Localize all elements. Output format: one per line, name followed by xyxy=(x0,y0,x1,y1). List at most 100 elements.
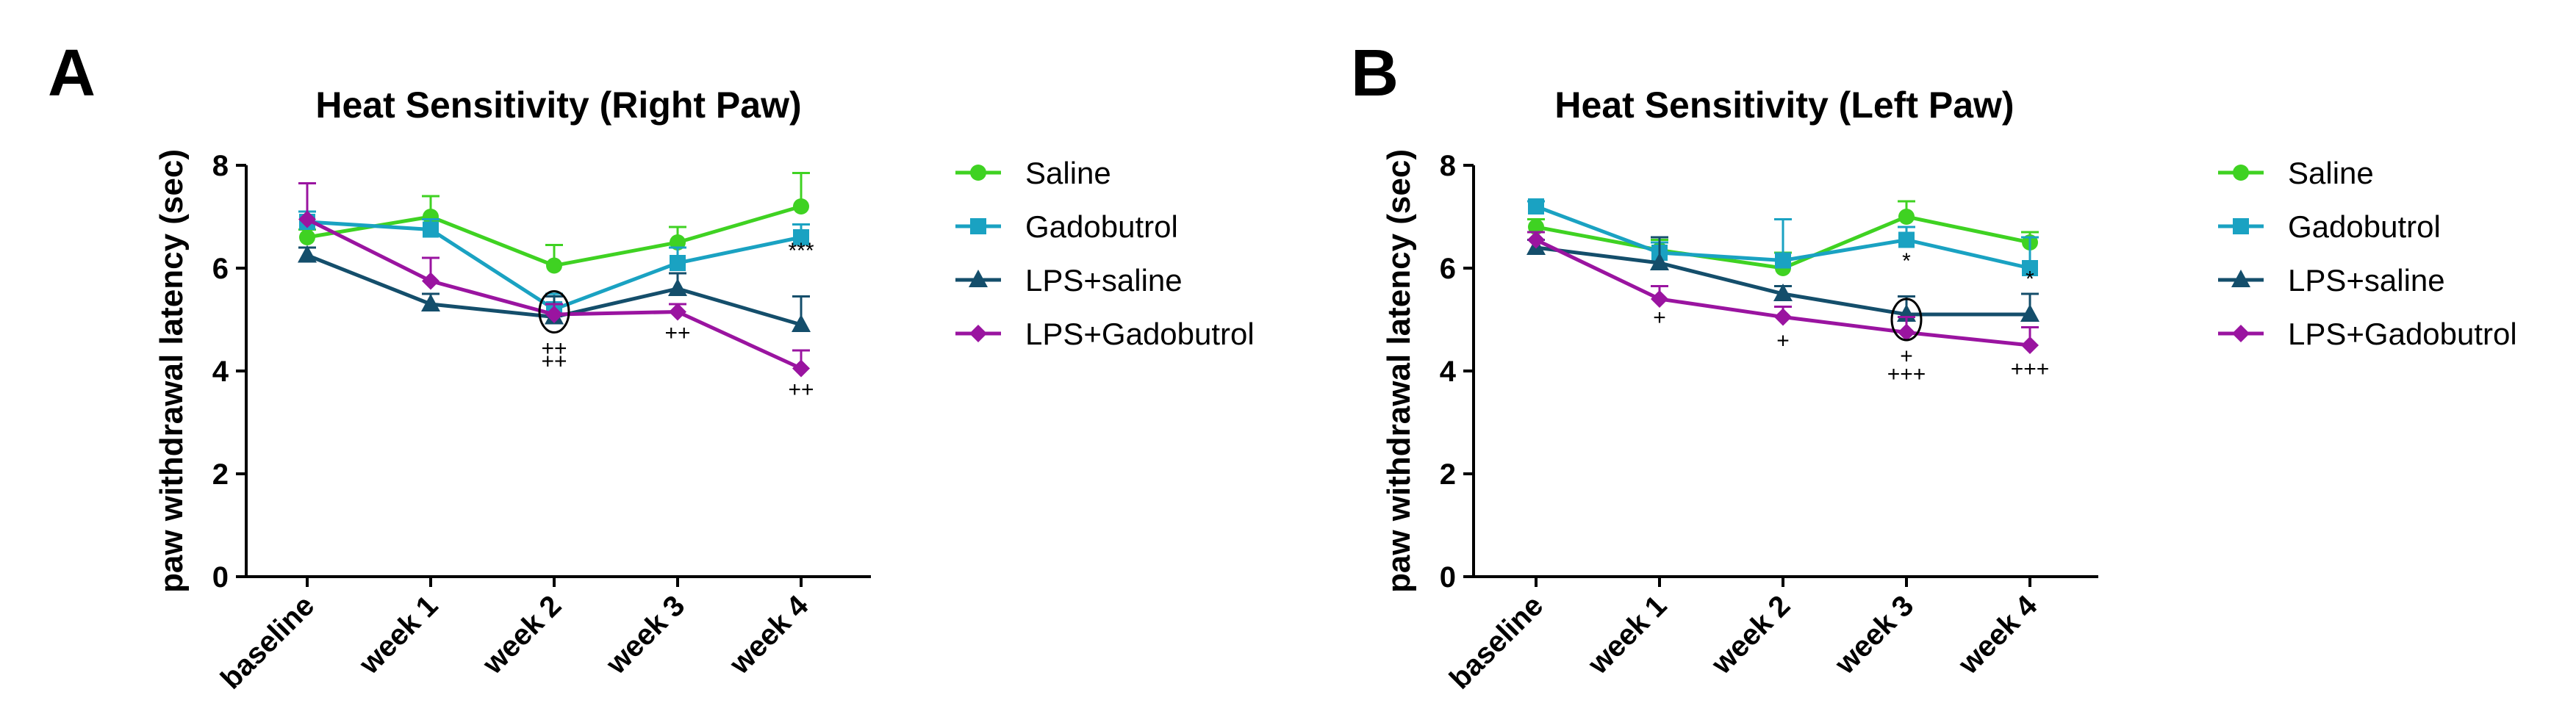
chart-title: Heat Sensitivity (Right Paw) xyxy=(315,84,801,126)
x-tick-label: baseline xyxy=(215,589,320,695)
legend-label: LPS+Gadobutrol xyxy=(2288,317,2517,351)
y-axis-label: paw withdrawal latency (sec) xyxy=(1381,149,1417,593)
data-point xyxy=(421,294,440,311)
data-point xyxy=(1651,290,1668,308)
data-point xyxy=(545,306,563,323)
data-point xyxy=(792,314,811,332)
data-point xyxy=(1774,308,1792,326)
significance-annotation: + xyxy=(1776,329,1790,353)
panel-label: B xyxy=(1351,37,1399,110)
data-point xyxy=(1898,323,1915,342)
x-tick-label: week 4 xyxy=(723,589,815,681)
legend-marker xyxy=(2232,325,2250,342)
chart-panel-a: A Heat Sensitivity (Right Paw) paw withdra… xyxy=(48,37,1255,696)
data-point xyxy=(298,210,316,228)
legend-label: Saline xyxy=(2288,156,2374,190)
data-point xyxy=(298,245,317,263)
legend-marker xyxy=(970,165,986,181)
data-point xyxy=(793,198,809,215)
legend-item: LPS+saline xyxy=(2218,263,2445,298)
legend-label: Saline xyxy=(1025,156,1111,190)
x-tick-label: baseline xyxy=(1443,589,1549,695)
x-tick-label: week 1 xyxy=(1582,589,1673,681)
series-gadobutrol xyxy=(1527,198,2039,276)
significance-annotation: ++ xyxy=(664,321,690,345)
significance-annotation: + xyxy=(1900,345,1913,369)
x-tick-label: week 1 xyxy=(353,589,445,681)
legend-marker xyxy=(2231,270,2250,287)
y-tick-label: 6 xyxy=(1440,253,1456,285)
significance-annotation: +++ xyxy=(2011,357,2050,381)
y-tick-label: 2 xyxy=(212,458,229,491)
series-saline xyxy=(298,172,810,274)
legend-marker xyxy=(2233,218,2249,234)
legend-label: Gadobutrol xyxy=(2288,209,2441,244)
data-point xyxy=(1527,231,1545,249)
significance-annotation: ++ xyxy=(788,378,814,402)
legend-label: LPS+saline xyxy=(2288,263,2445,298)
x-tick-label: week 4 xyxy=(1952,589,2044,681)
x-tick-label: week 2 xyxy=(476,589,568,681)
significance-annotation: ++ xyxy=(541,336,567,361)
highlight-ellipse xyxy=(1890,298,1923,342)
data-point xyxy=(423,221,439,238)
chart-title: Heat Sensitivity (Left Paw) xyxy=(1554,84,2014,126)
y-tick-label: 8 xyxy=(1440,150,1456,182)
data-point xyxy=(1898,209,1915,225)
highlight-ellipse xyxy=(538,290,570,334)
panel-label: A xyxy=(48,37,96,110)
legend-item: LPS+saline xyxy=(955,263,1183,298)
data-point xyxy=(669,303,686,321)
data-point xyxy=(546,257,562,274)
legend-item: Saline xyxy=(955,156,1111,190)
data-point xyxy=(792,359,810,378)
data-point xyxy=(793,229,809,245)
y-tick-label: 0 xyxy=(212,561,229,594)
x-tick-label: week 3 xyxy=(1829,589,1920,681)
legend-marker xyxy=(2233,165,2249,181)
legend-label: LPS+saline xyxy=(1025,263,1183,298)
data-point xyxy=(2020,304,2039,322)
series-lps-gadobutrol xyxy=(1527,231,2039,354)
y-tick-label: 4 xyxy=(1440,356,1457,388)
legend-label: Gadobutrol xyxy=(1025,209,1178,244)
data-point xyxy=(670,255,686,271)
data-point xyxy=(422,272,440,290)
data-point xyxy=(1650,253,1669,270)
legend-marker xyxy=(969,270,988,287)
data-point xyxy=(668,278,687,296)
x-tick-label: week 2 xyxy=(1705,589,1797,681)
data-point xyxy=(1773,284,1793,301)
significance-annotation: * xyxy=(2026,267,2034,292)
significance-annotation: *** xyxy=(788,239,814,263)
data-point xyxy=(299,229,315,245)
data-point xyxy=(1528,198,1544,215)
legend-item: Saline xyxy=(2218,156,2374,190)
y-axis-label: paw withdrawal latency (sec) xyxy=(154,149,190,593)
data-point xyxy=(1898,231,1915,248)
series-lps-gadobutrol xyxy=(298,182,810,378)
x-tick-label: week 3 xyxy=(600,589,692,681)
legend-marker xyxy=(970,218,986,234)
y-tick-label: 4 xyxy=(212,356,229,388)
y-tick-label: 6 xyxy=(212,253,229,285)
significance-annotation: * xyxy=(1902,249,1911,273)
data-point xyxy=(2021,336,2039,354)
data-point xyxy=(2022,260,2038,276)
y-tick-label: 0 xyxy=(1440,561,1456,594)
chart-panel-b: B Heat Sensitivity (Left Paw) paw withdraw… xyxy=(1351,37,2517,696)
data-point xyxy=(1775,252,1791,269)
legend-marker xyxy=(969,325,987,342)
legend-item: LPS+Gadobutrol xyxy=(955,317,1255,351)
legend-item: Gadobutrol xyxy=(955,209,1178,244)
legend-item: Gadobutrol xyxy=(2218,209,2441,244)
significance-annotation: + xyxy=(1653,306,1666,330)
y-tick-label: 2 xyxy=(1440,458,1456,491)
legend-label: LPS+Gadobutrol xyxy=(1025,317,1255,351)
significance-annotation: +++ xyxy=(1887,362,1926,386)
significance-annotation: ++ xyxy=(541,350,567,374)
legend-item: LPS+Gadobutrol xyxy=(2218,317,2517,351)
data-point xyxy=(423,209,439,225)
y-tick-label: 8 xyxy=(212,150,229,182)
